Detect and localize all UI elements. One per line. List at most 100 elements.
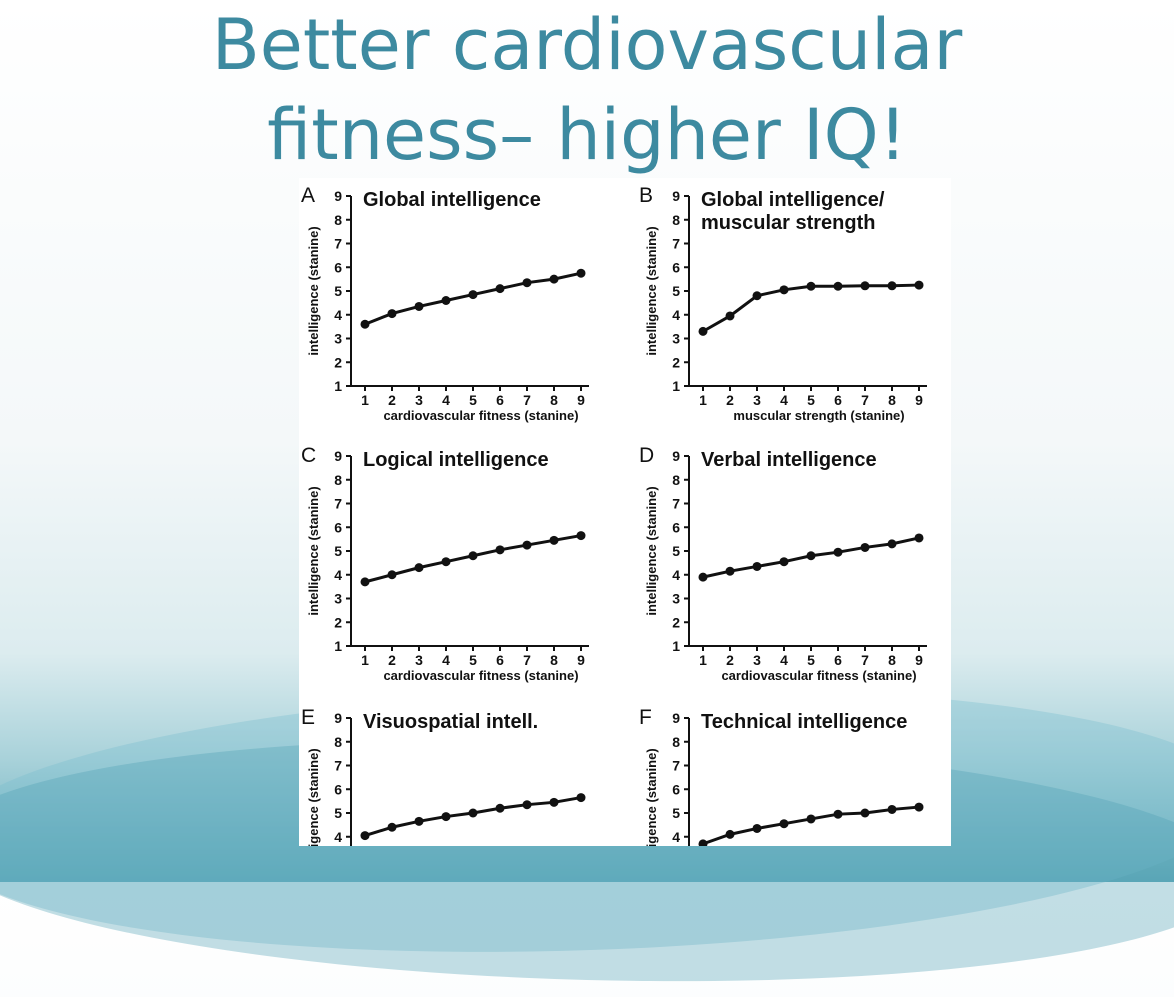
data-point [725, 311, 735, 321]
data-point [414, 816, 424, 826]
data-point [468, 551, 478, 561]
y-tick-label: 8 [672, 472, 680, 488]
slide-title-line-1: Better cardiovascular [211, 4, 963, 86]
data-point [833, 547, 843, 557]
y-tick-label: 9 [672, 710, 680, 726]
y-tick-label: 4 [334, 829, 342, 845]
data-point [360, 577, 370, 587]
x-tick-label: 9 [577, 652, 585, 668]
panel-title: Verbal intelligence [701, 449, 877, 471]
data-point [576, 268, 586, 278]
y-tick-label: 9 [334, 448, 342, 464]
panel-title-line: Global intelligence/ [701, 189, 885, 211]
x-tick-label: 9 [577, 392, 585, 408]
x-tick-label: 8 [550, 652, 558, 668]
x-tick-label: 7 [861, 392, 869, 408]
data-point [387, 822, 397, 832]
y-tick-label: 2 [334, 354, 342, 370]
chart-panel-b: B Global intelligence/muscular strength 1 2… [639, 184, 927, 423]
y-tick-label: 8 [334, 212, 342, 228]
x-tick-label: 2 [726, 392, 734, 408]
data-point [441, 296, 451, 305]
series-line [702, 805, 920, 846]
x-tick-label: 6 [834, 392, 842, 408]
panel-title-line: muscular strength [701, 212, 875, 234]
x-tick-label: 1 [699, 392, 707, 408]
y-tick-label: 7 [672, 496, 680, 512]
y-tick-label: 5 [672, 283, 680, 299]
x-tick-label: 3 [753, 652, 761, 668]
x-tick-label: 8 [888, 392, 896, 408]
data-point [779, 285, 789, 295]
y-tick-label: 1 [672, 638, 680, 654]
y-tick-label: 7 [334, 758, 342, 774]
data-point [522, 540, 532, 550]
x-tick-label: 8 [888, 652, 896, 668]
data-point [468, 808, 478, 818]
x-axis-label: cardiovascular fitness (stanine) [383, 668, 578, 683]
y-tick-label: 5 [672, 543, 680, 559]
x-tick-label: 4 [780, 392, 788, 408]
data-point [576, 531, 586, 541]
panel-letter: D [639, 444, 654, 467]
panel-letter: F [639, 706, 652, 729]
x-tick-label: 5 [807, 652, 815, 668]
y-tick-label: 7 [672, 758, 680, 774]
y-tick-label: 4 [672, 567, 680, 583]
y-axis-label: intelligence (stanine) [644, 226, 659, 355]
data-point [860, 808, 870, 818]
data-point [360, 831, 370, 841]
data-point [387, 570, 397, 580]
x-axis-label: cardiovascular fitness (stanine) [383, 408, 578, 423]
y-tick-label: 4 [334, 307, 342, 323]
x-tick-label: 9 [915, 652, 923, 668]
data-point [468, 290, 478, 300]
x-tick-label: 5 [469, 652, 477, 668]
x-tick-label: 1 [361, 392, 369, 408]
x-tick-label: 2 [388, 392, 396, 408]
data-point [360, 319, 370, 329]
y-tick-label: 6 [672, 519, 680, 535]
data-point [414, 301, 424, 311]
data-point [549, 535, 559, 545]
series-line [702, 283, 920, 333]
y-tick-label: 5 [672, 805, 680, 821]
data-point [806, 281, 816, 291]
panel-letter: B [639, 184, 653, 207]
panel-title-line: Global intelligence [363, 189, 541, 211]
panel-letter: C [301, 444, 316, 467]
data-point [549, 274, 559, 284]
y-tick-label: 6 [334, 259, 342, 275]
y-tick-label: 8 [334, 472, 342, 488]
data-point [914, 802, 924, 812]
y-tick-label: 1 [334, 638, 342, 654]
x-tick-label: 3 [415, 652, 423, 668]
y-tick-label: 5 [334, 283, 342, 299]
x-tick-label: 7 [523, 392, 531, 408]
y-tick-label: 6 [672, 259, 680, 275]
panel-title: Technical intelligence [701, 711, 907, 733]
x-axis-label: muscular strength (stanine) [733, 408, 904, 423]
data-point [414, 563, 424, 573]
y-tick-label: 6 [672, 781, 680, 797]
panel-title-line: Technical intelligence [701, 711, 907, 733]
y-tick-label: 6 [334, 781, 342, 797]
y-tick-label: 3 [334, 331, 342, 347]
panel-title-line: Logical intelligence [363, 449, 549, 471]
y-tick-label: 5 [334, 543, 342, 559]
panel-title: Visuospatial intell. [363, 711, 538, 733]
data-point [441, 557, 451, 567]
y-tick-label: 6 [334, 519, 342, 535]
panel-title-line: Verbal intelligence [701, 449, 877, 471]
x-axis-label: cardiovascular fitness (stanine) [721, 668, 916, 683]
data-point [752, 291, 762, 301]
data-point [698, 572, 708, 582]
data-point [860, 281, 870, 291]
data-point [806, 551, 816, 561]
data-point [887, 804, 897, 814]
